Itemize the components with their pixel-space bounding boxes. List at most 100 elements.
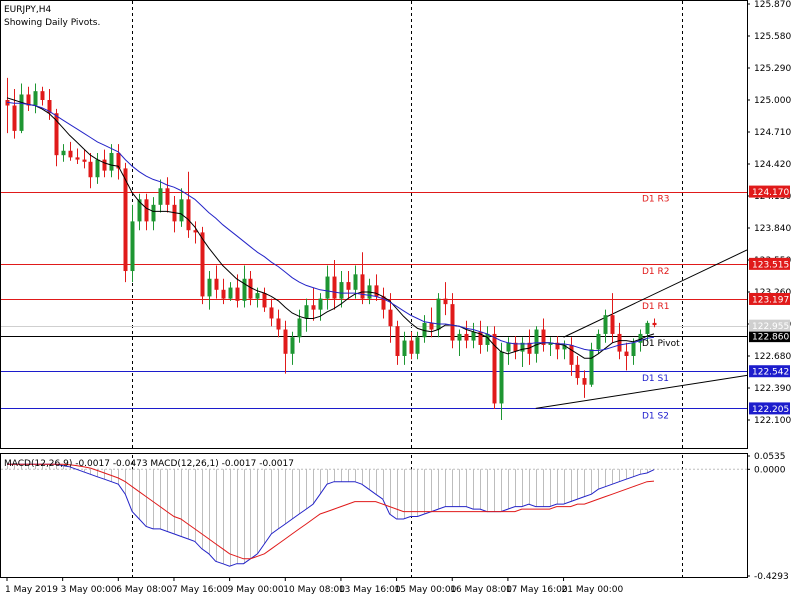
candle-body xyxy=(179,199,184,222)
candle-body xyxy=(269,307,274,319)
candle-body xyxy=(464,333,469,341)
candle-body xyxy=(82,159,87,162)
candle-body xyxy=(158,188,163,205)
candle-body xyxy=(360,274,365,299)
candle-body xyxy=(207,278,212,297)
candle-body xyxy=(457,333,462,341)
candle-body xyxy=(353,274,358,290)
candle-body xyxy=(75,157,80,160)
price-tick-label: 125.290 xyxy=(754,64,791,74)
candle-body xyxy=(638,333,643,343)
candle-body xyxy=(478,331,483,345)
candle-body xyxy=(311,305,316,310)
macd-title: MACD(12,26,9) -0.0017 -0.0473 MACD(12,26… xyxy=(4,459,294,469)
candle-body xyxy=(422,322,427,338)
price-tag-bg xyxy=(749,185,790,198)
pivot-label: D1 R3 xyxy=(642,195,670,205)
trendline xyxy=(535,374,748,409)
pivot-label: D1 R1 xyxy=(642,302,670,312)
candle-body xyxy=(19,94,24,131)
time-tick-label: 7 May 16:00 xyxy=(172,585,228,595)
candle-body xyxy=(610,315,615,334)
candle-body xyxy=(415,337,420,354)
price-tag-bg xyxy=(749,319,790,332)
candle-body xyxy=(471,331,476,341)
macd-tick-label: -0.4293 xyxy=(754,572,789,582)
price-tag: 122.860 xyxy=(752,333,789,343)
candle-body xyxy=(346,282,351,290)
candle-body xyxy=(283,329,288,354)
candle-body xyxy=(61,150,66,156)
price-tick-label: 125.000 xyxy=(754,96,791,106)
price-tag: 122.205 xyxy=(752,405,789,415)
candle-body xyxy=(548,342,553,345)
candle-body xyxy=(221,289,226,299)
pivot-label: D1 S1 xyxy=(642,374,669,384)
candle-body xyxy=(255,293,260,299)
price-axis: 125.870 125.580 125.290 125.000 124.710 124.4… xyxy=(747,0,791,426)
candle-body xyxy=(47,100,52,114)
moving-averages xyxy=(6,97,655,359)
time-tick-label: 15 May 00:00 xyxy=(395,585,457,595)
candle-body xyxy=(200,232,205,297)
candle-body xyxy=(562,344,567,350)
candle-body xyxy=(520,342,525,352)
candle-body xyxy=(116,152,121,169)
candle-body xyxy=(513,342,518,352)
candle-body xyxy=(144,199,149,222)
candle-body xyxy=(102,159,107,171)
time-tick-label: 21 May 00:00 xyxy=(562,585,624,595)
candle-body xyxy=(492,333,497,404)
macd-panel xyxy=(1,463,747,567)
price-tick-label: 123.840 xyxy=(754,224,791,234)
candle-body xyxy=(40,91,45,100)
candle-body xyxy=(388,309,393,327)
price-tag: 122.955 xyxy=(752,322,789,332)
pivot-labels: D1 R3 D1 R2 D1 R1 D1 Pivot D1 S1 D1 S2 xyxy=(642,195,680,422)
pivot-label: D1 S2 xyxy=(642,411,669,421)
candle-body xyxy=(325,276,330,299)
candle-body xyxy=(645,322,650,334)
time-tick-label: 13 May 16:00 xyxy=(339,585,401,595)
time-tick-label: 6 May 08:00 xyxy=(116,585,172,595)
macd-axis: 0.0535 0.0000 -0.4293 xyxy=(747,452,789,582)
price-tag: 123.197 xyxy=(752,295,789,305)
candle-body xyxy=(541,329,546,345)
candle-body xyxy=(54,113,59,156)
candle-body xyxy=(304,305,309,319)
candle-body xyxy=(332,276,337,299)
candle-body xyxy=(617,333,622,352)
price-tag-bg xyxy=(749,402,790,415)
price-tick-label: 122.390 xyxy=(754,384,791,394)
pivot-label: D1 Pivot xyxy=(642,339,680,349)
candle-body xyxy=(631,342,636,356)
candle-body xyxy=(624,351,629,356)
macd-signal-line xyxy=(7,463,655,560)
price-tick-label: 124.710 xyxy=(754,128,791,138)
candle-body xyxy=(228,287,233,299)
price-tick-label: 125.870 xyxy=(754,0,791,10)
candle-body xyxy=(429,322,434,330)
candle-body xyxy=(596,333,601,350)
price-tag-bg xyxy=(749,330,790,343)
candles xyxy=(5,77,657,420)
price-tag-bg xyxy=(749,292,790,305)
candle-body xyxy=(137,199,142,222)
price-tag-bg xyxy=(749,257,790,270)
candle-body xyxy=(402,340,407,356)
macd-tick-label: 0.0535 xyxy=(754,452,786,462)
candle-body xyxy=(589,349,594,385)
candle-body xyxy=(262,293,267,308)
candle-body xyxy=(242,278,247,301)
price-tag: 122.542 xyxy=(752,368,789,378)
price-tag-bg xyxy=(749,365,790,378)
candle-body xyxy=(569,344,574,365)
candle-body xyxy=(193,230,198,233)
candle-body xyxy=(95,159,100,178)
candle-body xyxy=(339,282,344,299)
candle-body xyxy=(575,364,580,379)
candle-body xyxy=(12,105,17,131)
symbol-label: EURJPY,H4 xyxy=(4,5,52,15)
pivot-subtitle: Showing Daily Pivots. xyxy=(4,18,100,28)
candle-body xyxy=(68,150,73,158)
